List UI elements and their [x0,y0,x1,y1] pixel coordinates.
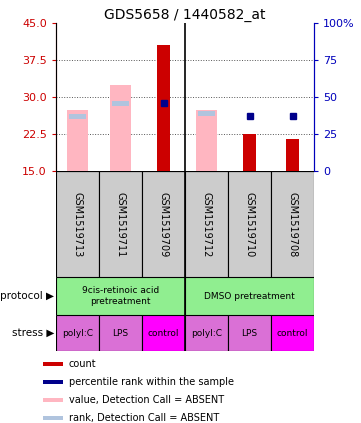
Bar [112,101,129,106]
Text: GSM1519713: GSM1519713 [73,192,82,257]
Bar [56,277,185,315]
Bar [99,171,142,277]
Text: GSM1519711: GSM1519711 [116,192,126,257]
Bar [43,362,63,365]
Text: rank, Detection Call = ABSENT: rank, Detection Call = ABSENT [69,412,219,423]
Bar [157,46,170,171]
Bar [43,380,63,384]
Bar [43,398,63,401]
Text: percentile rank within the sample: percentile rank within the sample [69,376,234,387]
Bar [56,315,99,351]
Text: GSM1519708: GSM1519708 [288,192,297,257]
Bar [228,171,271,277]
Bar [69,114,86,118]
Text: count: count [69,359,96,369]
Text: value, Detection Call = ABSENT: value, Detection Call = ABSENT [69,395,224,405]
Text: DMSO pretreatment: DMSO pretreatment [204,291,295,301]
Bar [185,171,228,277]
Bar [110,85,131,171]
Title: GDS5658 / 1440582_at: GDS5658 / 1440582_at [104,8,266,22]
Bar [198,111,215,115]
Text: control: control [277,329,308,338]
Bar [56,171,99,277]
Text: protocol ▶: protocol ▶ [0,291,54,301]
Bar [228,315,271,351]
Text: polyI:C: polyI:C [62,329,93,338]
Text: GSM1519710: GSM1519710 [244,192,255,257]
Bar [185,277,314,315]
Text: stress ▶: stress ▶ [12,328,54,338]
Text: LPS: LPS [112,329,129,338]
Bar [142,315,185,351]
Bar [271,315,314,351]
Bar [286,139,299,171]
Bar [185,315,228,351]
Bar [271,171,314,277]
Text: 9cis-retinoic acid
pretreatment: 9cis-retinoic acid pretreatment [82,286,159,306]
Bar [43,416,63,420]
Bar [99,315,142,351]
Bar [196,110,217,171]
Text: GSM1519712: GSM1519712 [201,192,212,257]
Text: LPS: LPS [242,329,258,338]
Text: GSM1519709: GSM1519709 [158,192,169,257]
Bar [243,135,256,171]
Text: control: control [148,329,179,338]
Bar [67,110,88,171]
Bar [142,171,185,277]
Text: polyI:C: polyI:C [191,329,222,338]
